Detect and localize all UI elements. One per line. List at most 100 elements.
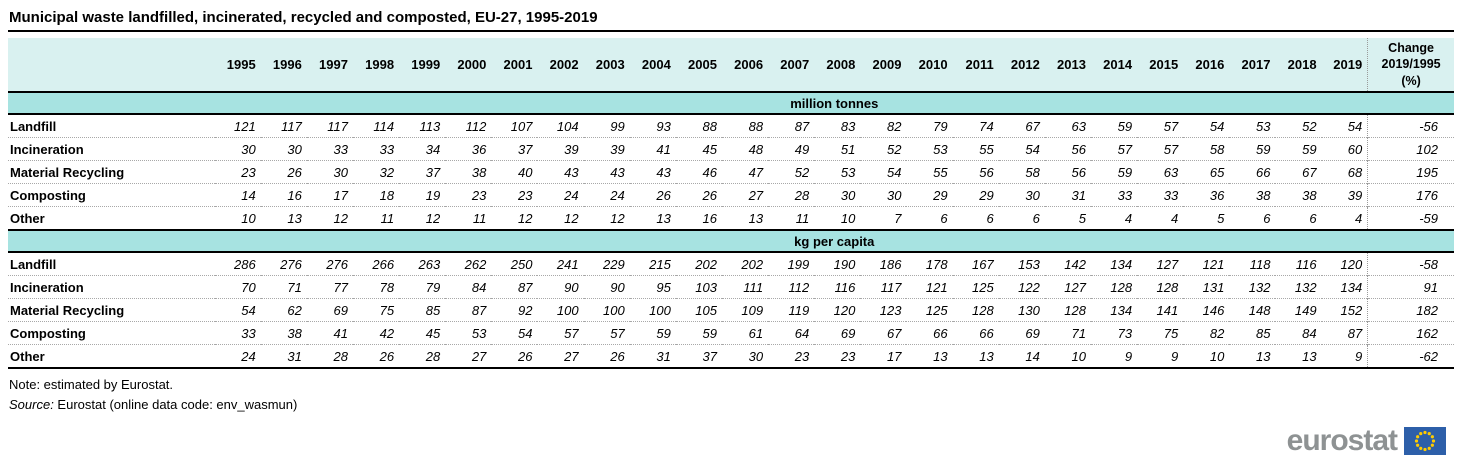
value-cell-2006: 47 [748, 164, 764, 180]
value-cell-1999: 263 [418, 256, 441, 272]
value-cell-1995: 14 [241, 187, 256, 203]
row-label: Composting [10, 325, 86, 341]
value-cell-2007: 87 [794, 118, 810, 134]
value-cell-2008: 116 [834, 279, 856, 295]
value-cell-2005: 105 [695, 302, 717, 318]
value-cell-2013: 127 [1064, 279, 1086, 295]
value-cell-2013: 63 [1071, 118, 1086, 134]
value-cell-2009: 67 [886, 325, 902, 341]
value-cell-1995: 54 [241, 302, 256, 318]
table-row: Landfill 286 276 276 266 263 262 250 241 229 215 20… [8, 252, 1454, 276]
value-cell-2008: 120 [833, 302, 856, 318]
value-cell-2014: 33 [1117, 187, 1133, 203]
value-cell-2019: 60 [1347, 141, 1363, 157]
value-cell-2015: 128 [1156, 279, 1179, 295]
row-label: Incineration [10, 279, 84, 295]
value-cell-2004: 93 [656, 118, 671, 134]
value-cell-2007: 11 [795, 210, 810, 226]
value-cell-1995: 24 [241, 348, 256, 364]
row-label: Composting [10, 187, 86, 203]
value-cell-2017: 53 [1255, 118, 1271, 134]
change-cell: 195 [1367, 160, 1454, 184]
value-cell-2018: 84 [1302, 325, 1317, 341]
value-cell-2011: 55 [979, 141, 994, 157]
value-cell-2018: 38 [1302, 187, 1317, 203]
year-header-2003: 2003 [583, 38, 630, 92]
value-cell-2004: 31 [656, 348, 671, 364]
source-text: Eurostat (online data code: env_wasmun) [53, 397, 298, 412]
value-cell-2006: 61 [748, 325, 764, 341]
value-cell-2000: 84 [471, 279, 487, 295]
value-cell-2011: 29 [979, 187, 994, 203]
year-header-2011: 2011 [952, 38, 999, 92]
value-cell-2006: 30 [748, 348, 764, 364]
value-cell-2019: 87 [1347, 325, 1363, 341]
year-header-2019: 2019 [1321, 38, 1368, 92]
value-cell-2002: 43 [564, 164, 579, 180]
value-cell-2009: 117 [880, 279, 902, 295]
value-cell-2002: 27 [564, 348, 579, 364]
value-cell-2000: 38 [471, 164, 487, 180]
unit-band-spacer [8, 230, 215, 252]
value-cell-2007: 52 [794, 164, 810, 180]
value-cell-2012: 153 [1018, 256, 1040, 272]
value-cell-1996: 26 [287, 164, 302, 180]
value-cell-2014: 4 [1124, 210, 1133, 226]
value-cell-2009: 123 [879, 302, 902, 318]
value-cell-2003: 39 [610, 141, 625, 157]
value-cell-2005: 16 [702, 210, 717, 226]
value-cell-2011: 66 [979, 325, 994, 341]
value-cell-2002: 39 [564, 141, 579, 157]
value-cell-2019: 54 [1347, 118, 1363, 134]
value-cell-1995: 70 [241, 279, 256, 295]
value-cell-1997: 69 [333, 302, 348, 318]
year-header-2007: 2007 [768, 38, 815, 92]
year-header-1996: 1996 [260, 38, 307, 92]
value-cell-2005: 59 [702, 325, 717, 341]
unit-band-label: kg per capita [214, 230, 1454, 252]
value-cell-2012: 30 [1025, 187, 1040, 203]
year-header-2009: 2009 [860, 38, 907, 92]
value-cell-2003: 57 [610, 325, 625, 341]
value-cell-2002: 241 [556, 256, 579, 272]
value-cell-1996: 62 [287, 302, 302, 318]
value-cell-2018: 52 [1302, 118, 1317, 134]
value-cell-2007: 28 [794, 187, 810, 203]
value-cell-2000: 53 [471, 325, 487, 341]
value-cell-2015: 57 [1163, 141, 1179, 157]
value-cell-2017: 66 [1255, 164, 1271, 180]
change-cell: 102 [1367, 137, 1454, 161]
value-cell-2005: 88 [702, 118, 717, 134]
year-header-2002: 2002 [537, 38, 584, 92]
change-column-header: Change 2019/1995 (%) [1367, 38, 1454, 92]
value-cell-1997: 30 [333, 164, 348, 180]
value-cell-1999: 85 [425, 302, 441, 318]
value-cell-2006: 13 [748, 210, 764, 226]
value-cell-2008: 190 [833, 256, 856, 272]
value-cell-2002: 100 [556, 302, 579, 318]
value-cell-2003: 12 [610, 210, 625, 226]
change-cell: -59 [1367, 206, 1454, 230]
value-cell-2012: 130 [1018, 302, 1040, 318]
value-cell-2015: 4 [1170, 210, 1179, 226]
value-cell-2015: 57 [1163, 118, 1179, 134]
value-cell-2010: 178 [925, 256, 948, 272]
value-cell-2012: 54 [1025, 141, 1040, 157]
value-cell-2013: 71 [1071, 325, 1086, 341]
value-cell-2011: 125 [971, 279, 994, 295]
value-cell-2015: 9 [1170, 348, 1179, 364]
value-cell-2007: 112 [788, 279, 810, 295]
value-cell-2016: 36 [1209, 187, 1225, 203]
eurostat-logo: eurostat [1287, 426, 1446, 456]
value-cell-1997: 41 [333, 325, 348, 341]
value-cell-2004: 215 [649, 256, 671, 272]
value-cell-2001: 107 [510, 118, 533, 134]
value-cell-2010: 66 [933, 325, 948, 341]
value-cell-2011: 6 [986, 210, 994, 226]
value-cell-1998: 42 [379, 325, 395, 341]
value-cell-2019: 68 [1347, 164, 1363, 180]
value-cell-2014: 128 [1110, 279, 1133, 295]
value-cell-2006: 111 [743, 279, 764, 295]
value-cell-2003: 90 [610, 279, 625, 295]
